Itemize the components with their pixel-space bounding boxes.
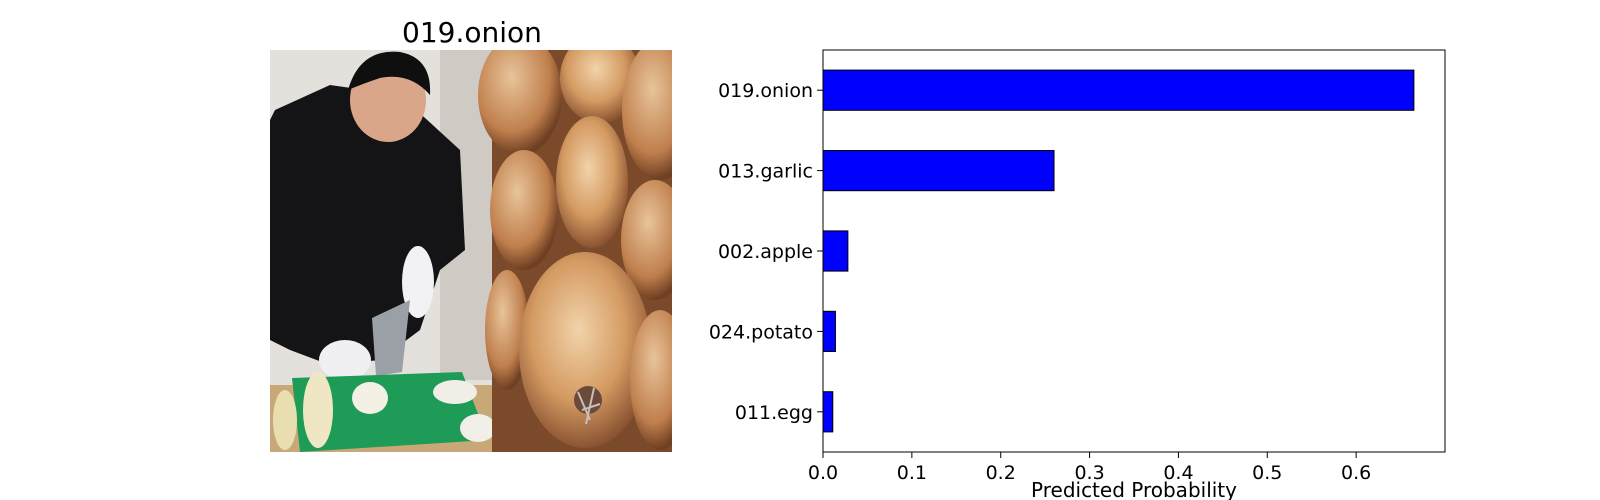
y-tick-label: 019.onion [718,80,813,102]
probability-chart: 019.onion 013.garlic 002.apple 024.potato 01… [709,49,1446,500]
y-tick-label: 013.garlic [718,161,813,183]
bar-024.potato [822,310,836,352]
x-axis-label: Predicted Probability [1031,478,1237,500]
bar-002.apple [822,230,849,272]
x-tick-label: 0.0 [808,462,838,484]
bar-013.garlic [822,150,1055,192]
x-tick-label: 0.1 [897,462,927,484]
x-tick-label: 0.6 [1341,462,1371,484]
food-photo [270,50,672,452]
image-title: 019.onion [402,16,542,49]
y-tick-label: 024.potato [709,321,813,343]
x-tick-label: 0.2 [986,462,1016,484]
x-tick-label: 0.3 [1074,462,1104,484]
plot-frame [822,49,1446,453]
x-tick-label: 0.5 [1252,462,1282,484]
y-tick-label: 011.egg [735,402,813,424]
bar-011.egg [822,391,834,433]
y-tick-label: 002.apple [718,241,813,263]
bar-019.onion [822,69,1415,111]
x-tick-label: 0.4 [1163,462,1193,484]
